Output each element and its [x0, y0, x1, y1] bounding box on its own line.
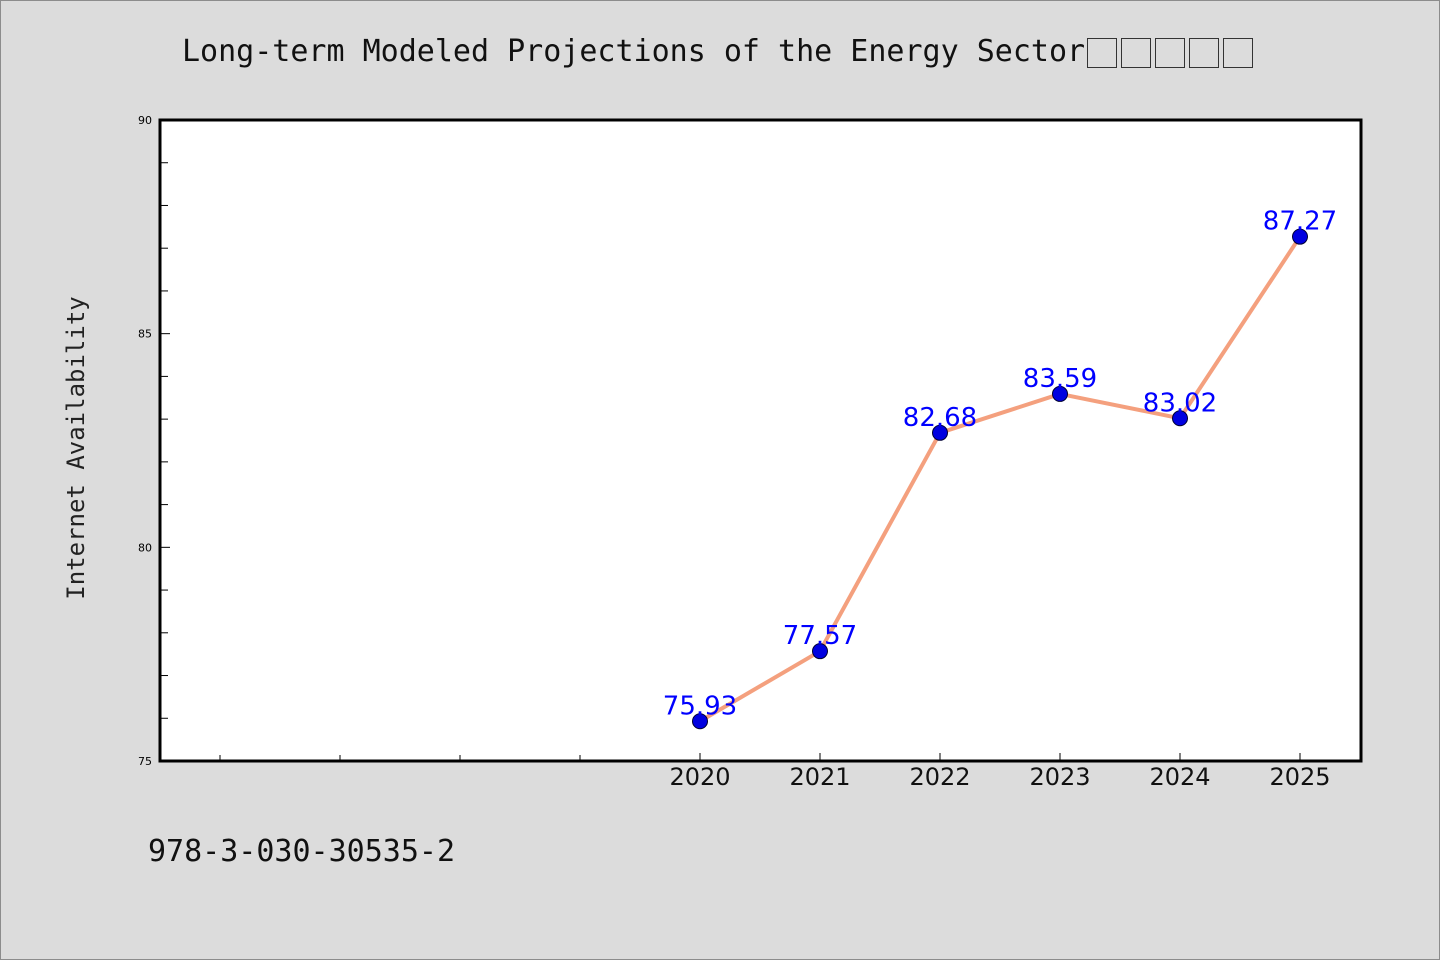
- data-label: 83.59: [1023, 364, 1097, 394]
- chart-title: Long-term Modeled Projections of the Ene…: [182, 34, 1086, 69]
- data-label: 75.93: [663, 691, 737, 721]
- data-point-marker: [1172, 410, 1188, 427]
- y-tick-label: 80: [138, 541, 152, 554]
- data-point-marker: [1292, 228, 1308, 245]
- data-label: 77.57: [783, 621, 857, 651]
- data-point-marker: [692, 713, 708, 730]
- y-tick-label: 75: [138, 755, 152, 768]
- data-label: 82.68: [903, 403, 977, 433]
- series-line: [698, 234, 1302, 724]
- x-tick-label: 2024: [1149, 763, 1210, 791]
- chart-title-row: Long-term Modeled Projections of the Ene…: [182, 34, 1254, 69]
- x-tick-label: 2022: [909, 763, 970, 791]
- x-tick-label: 2021: [789, 763, 850, 791]
- plot-area: [158, 118, 1363, 763]
- missing-glyph-box: [1223, 37, 1254, 68]
- missing-glyph-box: [1189, 37, 1220, 68]
- missing-glyph-box: [1155, 37, 1186, 68]
- x-tick-label: 2020: [669, 763, 730, 791]
- data-point-marker: [1052, 385, 1068, 402]
- data-point-marker: [932, 424, 948, 441]
- x-tick-label: 2023: [1029, 763, 1090, 791]
- x-tick-label: 2025: [1269, 763, 1330, 791]
- isbn-label: 978-3-030-30535-2: [148, 834, 456, 869]
- data-label: 87.27: [1263, 207, 1337, 237]
- data-label: 83.02: [1143, 388, 1217, 418]
- missing-glyph-box: [1121, 37, 1152, 68]
- y-tick-label: 85: [138, 328, 152, 341]
- data-point-marker: [812, 643, 828, 660]
- missing-glyph-boxes: [1087, 37, 1254, 68]
- missing-glyph-box: [1087, 37, 1118, 68]
- y-tick-label: 90: [138, 114, 152, 127]
